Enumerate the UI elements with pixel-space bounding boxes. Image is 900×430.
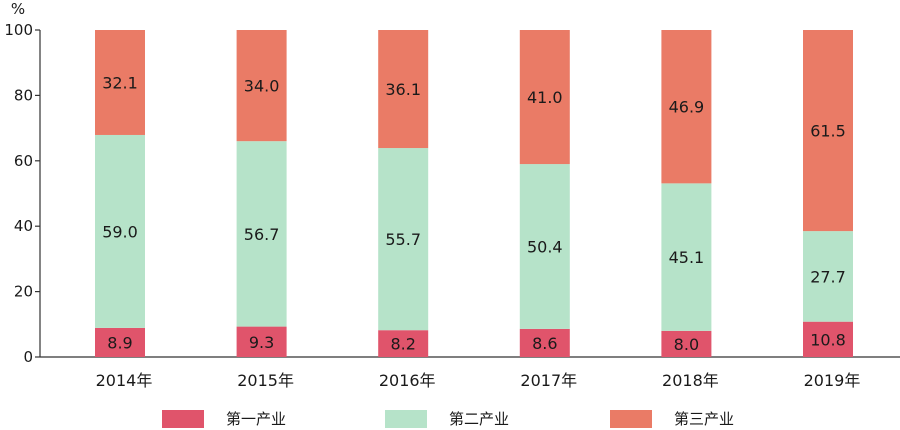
data-label: 55.7 <box>385 230 421 249</box>
data-label: 8.6 <box>532 334 557 353</box>
legend-label: 第三产业 <box>674 410 735 428</box>
legend-item: 第一产业 <box>162 408 286 429</box>
data-label: 8.9 <box>107 333 132 352</box>
x-tick-label: 2019年 <box>804 371 861 390</box>
bar-segment-2 <box>378 148 429 331</box>
data-label: 50.4 <box>527 237 563 256</box>
bar-segment-3 <box>661 30 712 184</box>
data-label: 34.0 <box>244 77 280 96</box>
data-label: 36.1 <box>385 80 421 99</box>
y-axis: % 0 20 40 60 80 100 <box>4 0 900 366</box>
bar-segment-1 <box>803 321 853 357</box>
data-label: 46.9 <box>669 98 705 117</box>
legend-swatch <box>385 409 427 428</box>
x-tick-label: 2017年 <box>520 371 577 390</box>
bar-segment-1 <box>236 326 287 357</box>
bar-segment-1 <box>661 330 712 357</box>
bar-segment-2 <box>236 141 287 327</box>
data-label: 8.0 <box>674 335 699 354</box>
x-tick-label: 2015年 <box>237 371 294 390</box>
x-tick-label: 2016年 <box>379 371 436 390</box>
y-tick-label: 60 <box>14 152 33 170</box>
bar-segment-1 <box>378 330 429 357</box>
y-tick-label: 0 <box>23 348 33 366</box>
bar-segment-3 <box>378 30 429 149</box>
legend-item: 第二产业 <box>385 408 509 429</box>
y-tick-label: 100 <box>4 21 33 39</box>
bar-segment-3 <box>95 30 145 135</box>
bar-segment-1 <box>95 327 145 357</box>
data-label: 32.1 <box>102 73 138 92</box>
data-label: 27.7 <box>810 267 846 286</box>
legend-label: 第二产业 <box>449 410 510 428</box>
bars: 8.9 59.0 32.1 9.3 56.7 34.0 8.2 55.7 36.1 8.6 50.4… <box>95 30 853 357</box>
bar-segment-1 <box>519 328 570 357</box>
bar-segment-2 <box>661 183 712 331</box>
data-label: 10.8 <box>810 330 846 349</box>
bar-segment-3 <box>236 30 287 142</box>
data-label: 45.1 <box>669 248 705 267</box>
data-label: 8.2 <box>390 335 415 354</box>
stacked-bar-chart: % 0 20 40 60 80 100 8.9 59.0 32.1 9.3 56.7 34.0 8.2 5… <box>4 0 900 390</box>
bar-segment-2 <box>95 134 145 328</box>
legend-swatch <box>162 409 204 428</box>
data-label: 9.3 <box>249 333 274 352</box>
data-label: 61.5 <box>810 122 846 141</box>
data-label: 59.0 <box>102 222 138 241</box>
y-tick-label: 80 <box>14 86 33 104</box>
y-unit-label: % <box>11 0 25 18</box>
x-axis: 2014年 2015年 2016年 2017年 2018年 2019年 <box>96 371 861 390</box>
data-label: 56.7 <box>244 225 280 244</box>
y-tick-label: 40 <box>14 217 33 235</box>
bar-segment-2 <box>519 164 570 329</box>
legend-label: 第一产业 <box>226 410 287 428</box>
bar-segment-3 <box>519 30 570 165</box>
legend-swatch <box>610 409 652 428</box>
legend: 第一产业 第二产业 第三产业 <box>0 404 900 430</box>
bar-segment-2 <box>803 231 853 322</box>
bar-segment-3 <box>803 30 853 232</box>
x-tick-label: 2018年 <box>662 371 719 390</box>
data-label: 41.0 <box>527 88 563 107</box>
x-tick-label: 2014年 <box>96 371 153 390</box>
y-tick-label: 20 <box>14 283 33 301</box>
legend-item: 第三产业 <box>610 408 734 429</box>
